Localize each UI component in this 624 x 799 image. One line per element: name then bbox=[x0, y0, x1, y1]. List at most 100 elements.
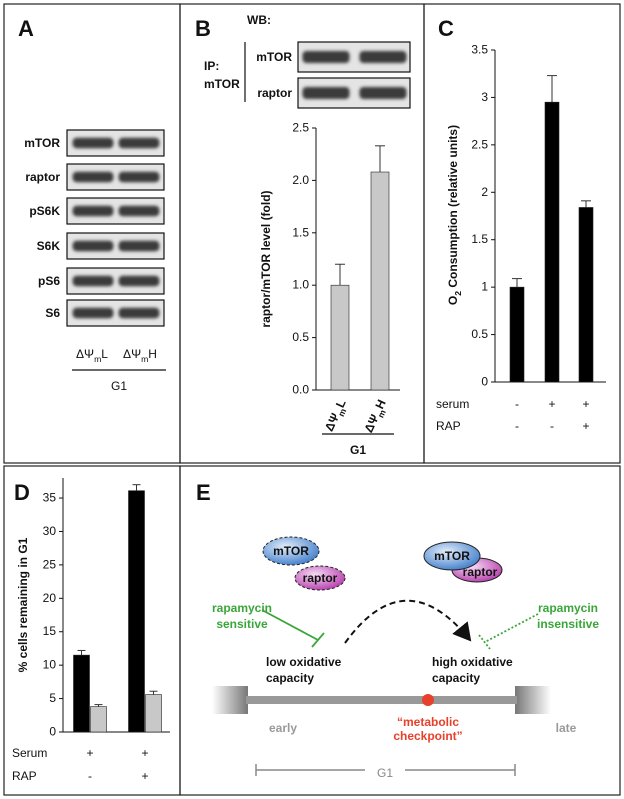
condition-label: serum bbox=[436, 397, 469, 411]
error-bar bbox=[335, 263, 345, 286]
panel-label: C bbox=[438, 16, 454, 41]
y-axis-title-part: O bbox=[446, 296, 460, 305]
group-label: G1 bbox=[111, 379, 127, 393]
condition-value: + bbox=[582, 419, 589, 433]
lane-label-part: L bbox=[101, 347, 108, 361]
band bbox=[72, 205, 114, 217]
timeline-end bbox=[212, 686, 248, 714]
panel-label: E bbox=[196, 480, 211, 505]
y-axis-title: % cells remaining in G1 bbox=[16, 537, 30, 672]
bar bbox=[145, 694, 162, 733]
band bbox=[72, 137, 114, 149]
y-tick-label: 1.5 bbox=[471, 232, 488, 246]
y-tick-label: 2.5 bbox=[471, 137, 488, 151]
lane-label-part: ΔΨ bbox=[76, 347, 94, 361]
band bbox=[72, 275, 114, 287]
ip-label: mTOR bbox=[204, 77, 240, 91]
inhibition bbox=[261, 609, 319, 641]
raptor-shape bbox=[294, 565, 346, 591]
error-bar bbox=[77, 649, 86, 656]
panel-frame bbox=[179, 465, 621, 796]
x-tick-label: ΔΨmH bbox=[361, 397, 391, 436]
band bbox=[118, 240, 160, 252]
error-bar bbox=[547, 75, 557, 103]
y-tick-label: 0.0 bbox=[292, 383, 309, 397]
g1-label: G1 bbox=[377, 766, 393, 780]
high-label: high oxidative bbox=[432, 655, 513, 669]
lane-label-part: H bbox=[148, 347, 157, 361]
band bbox=[72, 240, 114, 252]
blot-label: raptor bbox=[257, 86, 292, 100]
bar bbox=[370, 171, 390, 391]
band bbox=[302, 87, 350, 99]
band bbox=[118, 275, 160, 287]
error-bar bbox=[375, 145, 385, 173]
y-tick-label: 0 bbox=[481, 375, 488, 389]
blot-label: S6 bbox=[45, 306, 60, 320]
lane-label-part: m bbox=[94, 354, 101, 364]
y-tick-label: 5 bbox=[49, 691, 56, 705]
condition-value: + bbox=[141, 769, 148, 783]
condition-value: + bbox=[141, 746, 148, 760]
wb-label: WB: bbox=[247, 13, 271, 27]
mtor-label: mTOR bbox=[434, 549, 470, 563]
transition-arrow bbox=[344, 599, 472, 644]
x-tick-label: ΔΨmL bbox=[322, 397, 352, 434]
x-tick-label-part: m bbox=[336, 407, 348, 418]
bar bbox=[128, 490, 145, 733]
y-axis-title-part: 2 bbox=[453, 291, 463, 296]
condition-value: - bbox=[515, 397, 519, 411]
y-tick-label: 2 bbox=[481, 185, 488, 199]
raptor-label: raptor bbox=[303, 571, 338, 585]
checkpoint-dot bbox=[422, 694, 434, 706]
y-tick-label: 1.0 bbox=[292, 278, 309, 292]
y-tick-label: 3 bbox=[481, 90, 488, 104]
group-label: G1 bbox=[350, 443, 366, 457]
blot-label: mTOR bbox=[24, 136, 60, 150]
high-label: capacity bbox=[432, 671, 480, 685]
insensitive-label: insensitive bbox=[537, 617, 599, 631]
y-tick-label: 2.0 bbox=[292, 173, 309, 187]
x-tick-label-part: L bbox=[333, 397, 349, 410]
early-label: early bbox=[269, 721, 297, 735]
bar bbox=[509, 286, 525, 383]
y-tick-label: 0 bbox=[49, 725, 56, 739]
y-tick-label: 25 bbox=[43, 557, 57, 571]
condition-label: Serum bbox=[12, 746, 47, 760]
panel-frame bbox=[423, 3, 621, 464]
checkpoint-label: checkpoint” bbox=[393, 729, 462, 743]
y-tick-label: 3.5 bbox=[471, 43, 488, 57]
lane-label: ΔΨmH bbox=[123, 347, 157, 364]
band bbox=[118, 307, 160, 319]
y-tick-label: 1 bbox=[481, 280, 488, 294]
condition-value: + bbox=[86, 746, 93, 760]
condition-value: + bbox=[548, 397, 555, 411]
y-tick-label: 1.5 bbox=[292, 225, 309, 239]
x-tick-label-part: m bbox=[375, 408, 387, 419]
band bbox=[118, 171, 160, 183]
sensitive-label: sensitive bbox=[216, 617, 268, 631]
lane-label: ΔΨmL bbox=[76, 347, 108, 364]
y-axis-title: O2 Consumption (relative units) bbox=[446, 125, 463, 305]
inhibition bbox=[484, 613, 539, 643]
blot-label: raptor bbox=[25, 170, 60, 184]
y-tick-label: 20 bbox=[43, 591, 57, 605]
lane-label-part: m bbox=[141, 354, 148, 364]
condition-label: RAP bbox=[436, 419, 461, 433]
mtor-label: mTOR bbox=[273, 544, 309, 558]
y-tick-label: 15 bbox=[43, 624, 57, 638]
condition-value: - bbox=[88, 769, 92, 783]
y-tick-label: 2.5 bbox=[292, 121, 309, 135]
inhibition bbox=[311, 632, 325, 648]
timeline bbox=[246, 696, 517, 704]
condition-value: - bbox=[515, 419, 519, 433]
panel-label: A bbox=[18, 16, 34, 41]
error-bar bbox=[581, 200, 591, 208]
error-bar bbox=[149, 690, 158, 695]
error-bar bbox=[512, 278, 522, 288]
diagram bbox=[212, 536, 551, 780]
blot-label: S6K bbox=[37, 239, 61, 253]
bar bbox=[90, 706, 107, 733]
band bbox=[72, 171, 114, 183]
